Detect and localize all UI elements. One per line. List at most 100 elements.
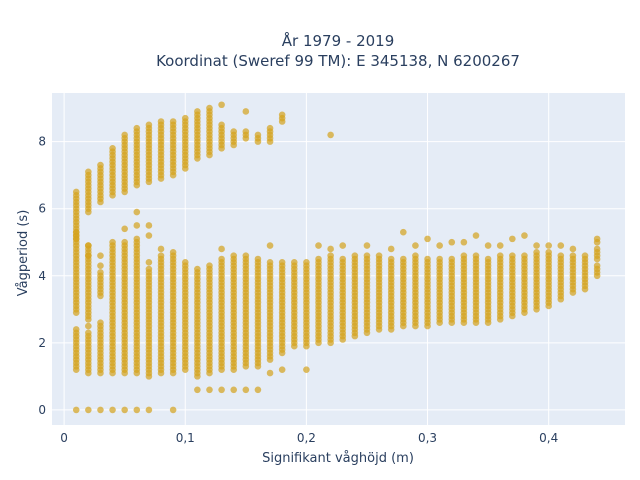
- data-point: [593, 235, 601, 243]
- data-point: [97, 269, 104, 276]
- data-point: [484, 242, 492, 249]
- data-point: [194, 265, 201, 273]
- data-point: [181, 114, 189, 122]
- data-point: [230, 386, 238, 394]
- data-point: [509, 235, 516, 243]
- data-point: [557, 252, 565, 259]
- data-point: [484, 255, 492, 263]
- data-point: [85, 252, 92, 259]
- data-point: [593, 245, 601, 253]
- data-point: [72, 406, 80, 414]
- data-point: [133, 124, 141, 132]
- data-point: [448, 255, 456, 263]
- data-point: [218, 245, 225, 253]
- data-point: [157, 118, 165, 125]
- data-point: [363, 242, 371, 249]
- data-point: [460, 252, 468, 259]
- data-point: [109, 238, 116, 246]
- data-point: [218, 121, 225, 129]
- data-point: [169, 406, 177, 414]
- data-point: [509, 252, 516, 259]
- data-point: [194, 386, 201, 394]
- data-point: [206, 262, 213, 270]
- data-point: [303, 259, 310, 266]
- data-point: [315, 242, 322, 249]
- tick-labels: 0 0,1 0,2 0,3 0,4 0 2 4 6 8: [38, 135, 558, 445]
- data-point: [145, 222, 153, 229]
- data-point: [581, 252, 589, 259]
- data-point: [97, 319, 104, 327]
- data-point: [496, 252, 504, 259]
- y-tick-label: 4: [38, 269, 46, 283]
- data-point: [412, 252, 419, 259]
- data-point: [145, 265, 153, 273]
- data-point: [375, 252, 383, 259]
- data-point: [242, 386, 250, 394]
- chart-title-line-1: År 1979 - 2019: [282, 31, 395, 50]
- data-point: [278, 111, 286, 119]
- data-point: [363, 252, 371, 259]
- data-point: [278, 259, 286, 266]
- data-point: [133, 406, 141, 414]
- data-point: [254, 386, 262, 394]
- data-point: [230, 252, 238, 259]
- data-point: [593, 262, 601, 270]
- data-point: [97, 161, 104, 169]
- data-point: [339, 242, 347, 249]
- data-point: [472, 252, 480, 259]
- data-point: [387, 255, 395, 263]
- data-point: [266, 242, 274, 249]
- data-point: [206, 104, 213, 112]
- y-tick-label: 6: [38, 202, 46, 216]
- data-point: [290, 259, 298, 266]
- data-point: [569, 252, 577, 259]
- data-point: [387, 245, 395, 253]
- y-axis-title: Vågperiod (s): [16, 210, 31, 297]
- data-point: [242, 108, 250, 115]
- data-point: [266, 124, 274, 132]
- data-point: [533, 248, 540, 256]
- data-point: [145, 121, 153, 129]
- data-point: [521, 232, 528, 239]
- data-point: [109, 406, 116, 414]
- data-point: [218, 386, 225, 394]
- data-point: [400, 255, 407, 263]
- data-point: [424, 255, 431, 263]
- data-point: [169, 248, 177, 256]
- y-tick-label: 8: [38, 135, 46, 149]
- data-point: [303, 366, 310, 373]
- data-point: [424, 235, 431, 243]
- data-point: [472, 232, 480, 239]
- data-point: [496, 242, 504, 249]
- x-axis-title: Signifikant våghöjd (m): [262, 451, 414, 466]
- data-point: [460, 238, 468, 246]
- x-tick-label: 0: [60, 431, 68, 445]
- data-point: [242, 128, 250, 135]
- x-tick-label: 0,4: [539, 431, 558, 445]
- data-point: [533, 242, 540, 249]
- data-point: [254, 131, 262, 139]
- data-point: [230, 128, 238, 135]
- data-point: [266, 259, 274, 266]
- data-point: [72, 326, 80, 333]
- data-point: [97, 406, 104, 414]
- data-point: [157, 245, 165, 253]
- data-point: [351, 252, 359, 259]
- data-point: [194, 108, 201, 115]
- data-point: [400, 228, 407, 236]
- data-point: [339, 255, 347, 263]
- data-point: [327, 245, 334, 253]
- data-point: [145, 259, 153, 266]
- data-point: [85, 322, 92, 330]
- data-point: [97, 262, 104, 270]
- data-point: [412, 242, 419, 249]
- data-point: [109, 145, 116, 152]
- data-point: [145, 232, 153, 239]
- data-point: [327, 131, 334, 139]
- data-point: [97, 252, 104, 259]
- chart-title-line-2: Koordinat (Sweref 99 TM): E 345138, N 62…: [156, 52, 520, 70]
- data-point: [121, 131, 128, 139]
- data-point: [242, 252, 250, 259]
